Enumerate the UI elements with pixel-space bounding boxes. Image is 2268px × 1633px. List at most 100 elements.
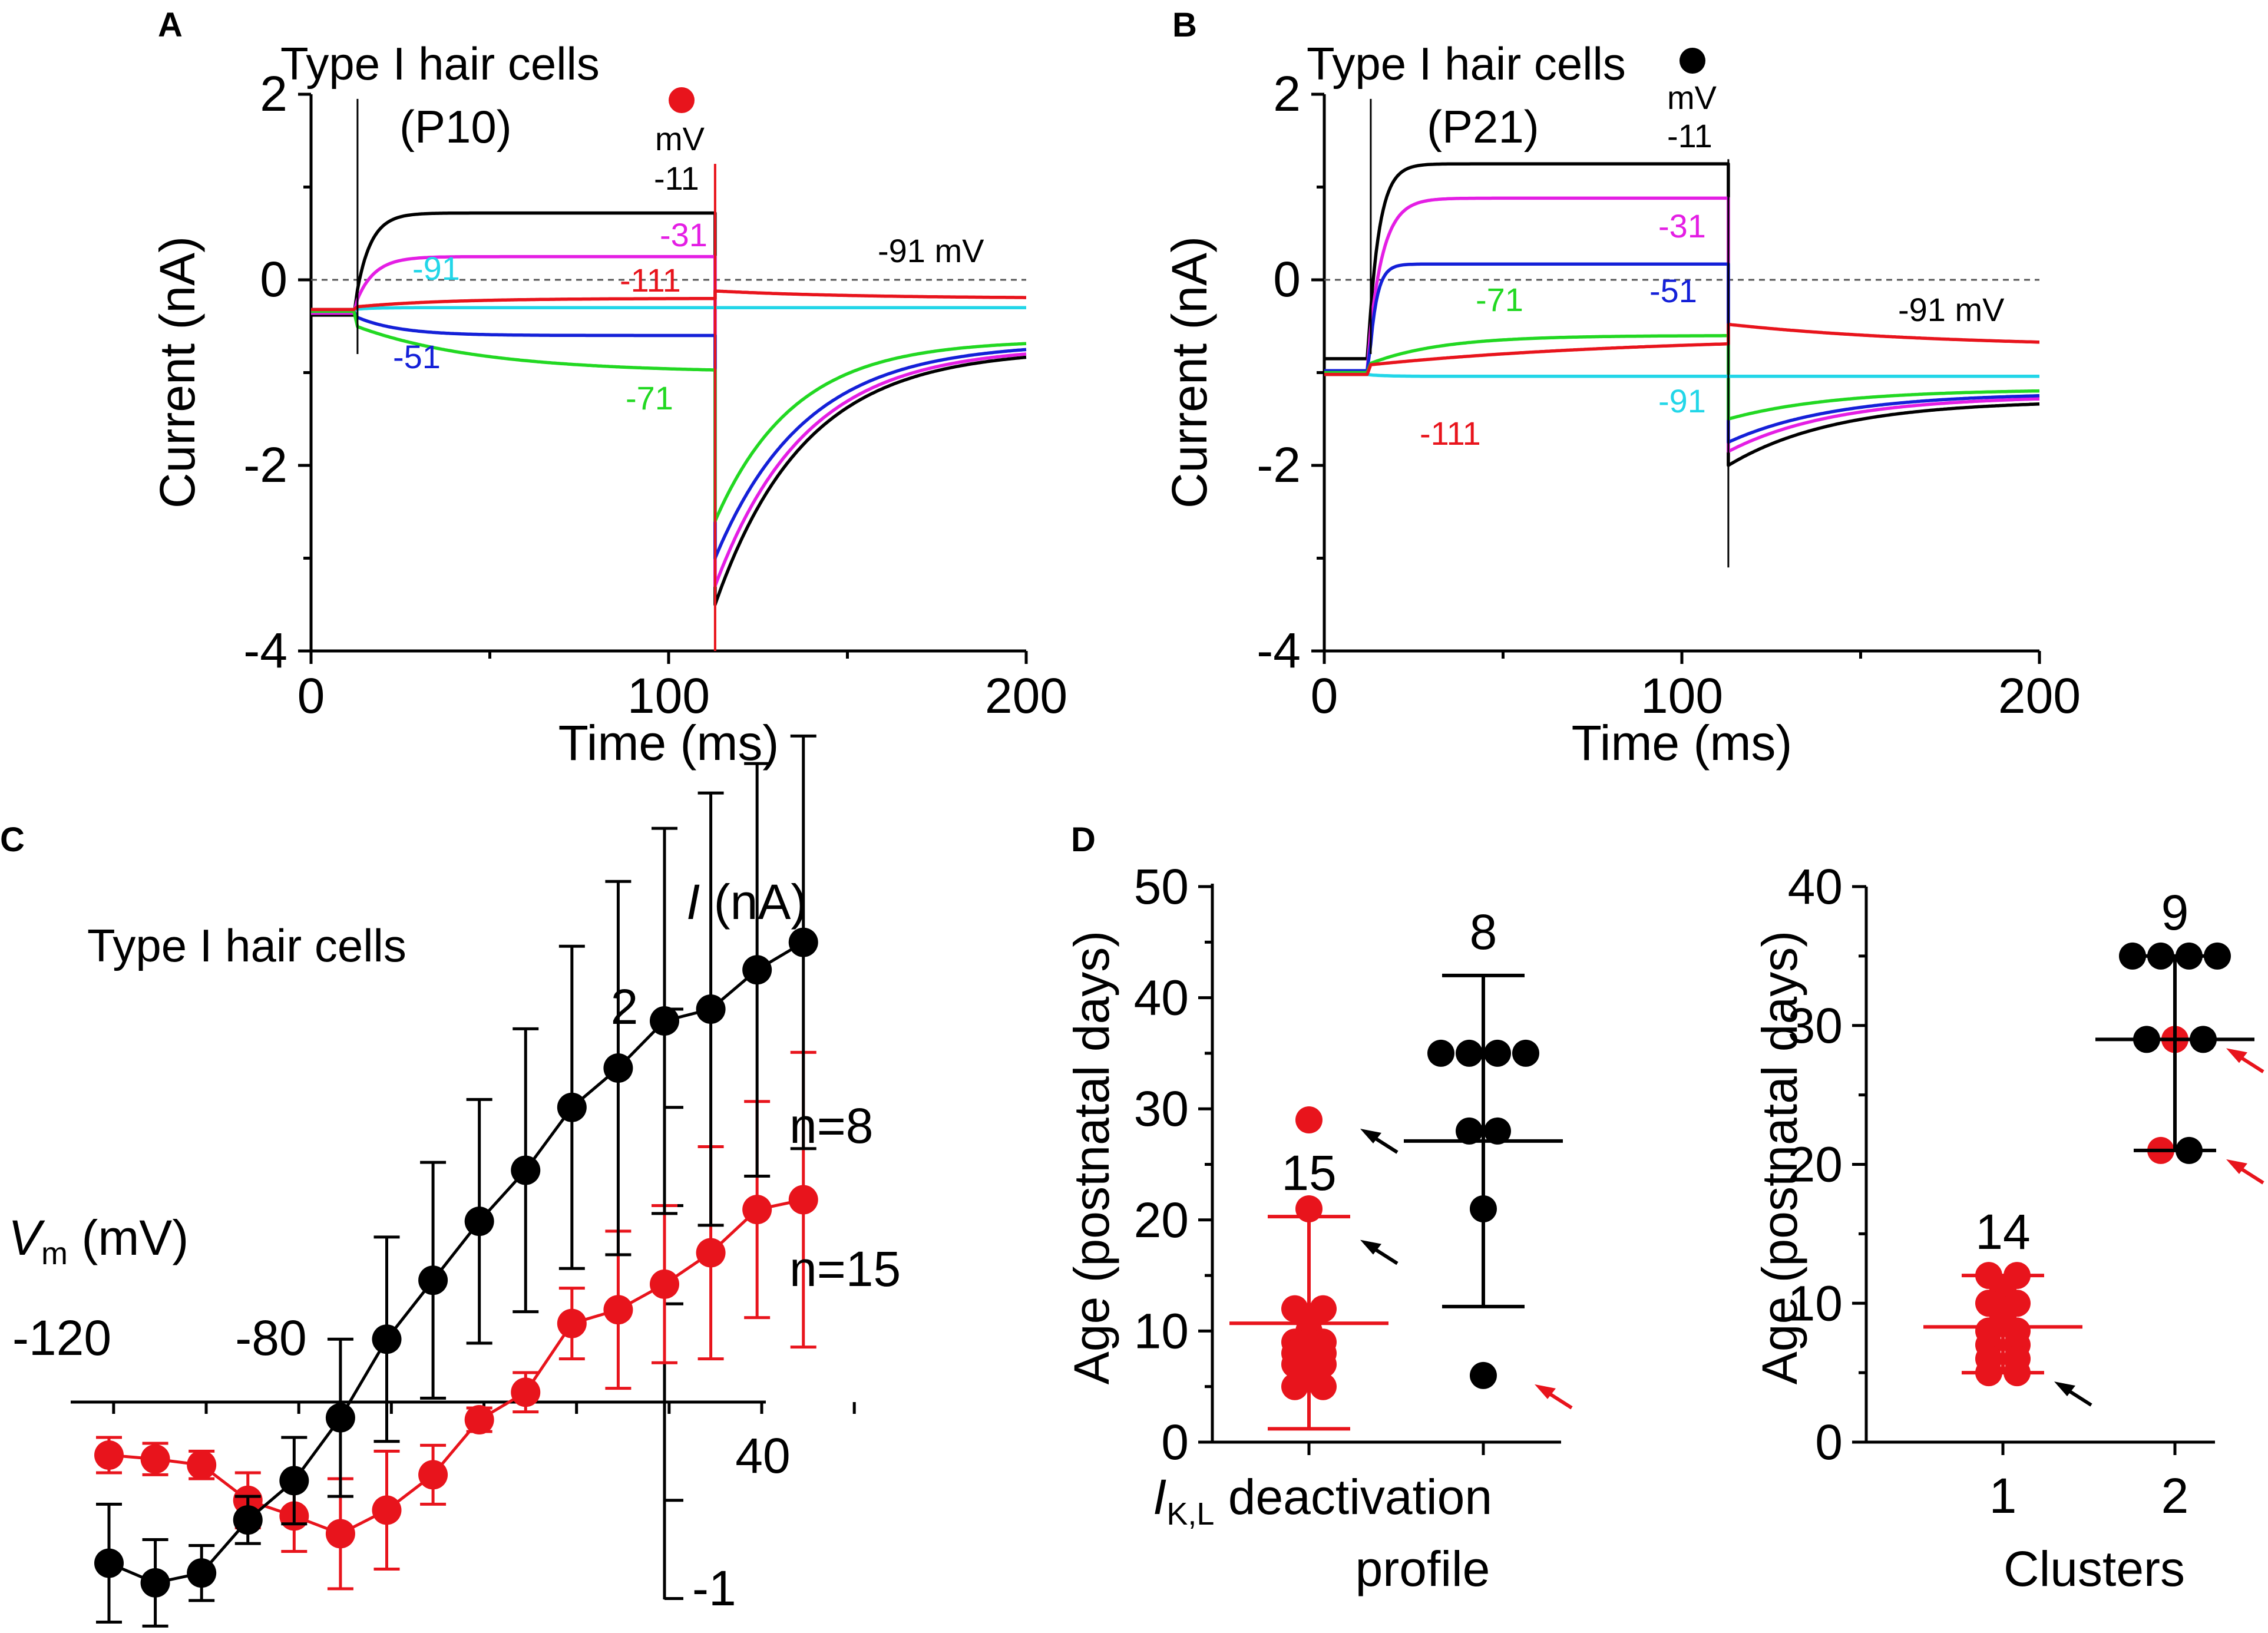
panelDL-y-tick-label: 10	[1134, 1303, 1189, 1358]
panel-a-holding-label: -91 mV	[878, 232, 984, 269]
panel-c-point-1	[325, 1519, 355, 1549]
panelDL-arrowhead-0	[1360, 1129, 1381, 1144]
panelDL-y-tick-label: 30	[1134, 1081, 1189, 1136]
panelA-x-tick-label: 0	[297, 668, 325, 723]
panel-d-right-y-title: Age (postnatal days)	[1752, 931, 1807, 1384]
panelDL-point-0	[1295, 1106, 1323, 1134]
panelDL-point-1	[1456, 1117, 1483, 1145]
panel-c-point-0	[140, 1568, 170, 1598]
panel-c-x-title-symbol: V	[8, 1210, 45, 1265]
panel-c-point-1	[140, 1444, 170, 1474]
panel-b-trace-label-3: -71	[1476, 281, 1523, 318]
panel-c-title: Type I hair cells	[87, 920, 406, 971]
panelDR-arrowhead-1	[2226, 1159, 2247, 1174]
panel-c-point-0	[557, 1092, 587, 1122]
panel-b-title: Type I hair cells	[1307, 38, 1626, 90]
panel-d-left-chart: 0 10 20 30 40 50 15 8 Age (postnatal days) IK,…	[1064, 859, 1573, 1596]
panel-b-holding-label: -91 mV	[1898, 291, 2005, 328]
panel-a-subtitle: (P10)	[399, 101, 512, 153]
panel-b-subtitle: (P21)	[1427, 101, 1539, 153]
panelB-x-tick-label: 200	[1998, 668, 2081, 723]
panelDL-y-tick-label: 40	[1134, 970, 1189, 1026]
panelB-trace-2	[1324, 262, 2040, 444]
panelA-trace-5	[311, 289, 1026, 312]
panel-c-point-0	[696, 994, 726, 1024]
panel-b-x-title: Time (ms)	[1572, 715, 1793, 771]
panelA-y-tick-label: 2	[260, 66, 287, 121]
panelDR-n-label-0: 14	[1975, 1204, 2030, 1260]
panel-a-trace-label-3: -71	[626, 379, 673, 416]
panel-c-x-title-sub: m	[41, 1236, 68, 1271]
panel-c-point-0	[94, 1548, 124, 1578]
panelDL-y-tick-label: 0	[1161, 1414, 1189, 1470]
panel-c-point-1	[603, 1295, 633, 1325]
panel-b-trace-label-1: -31	[1658, 207, 1706, 244]
panel-a-title: Type I hair cells	[280, 38, 600, 90]
panel-d-left-x-title: IK,L deactivation	[1153, 1469, 1492, 1532]
panelA-x-tick-label: 100	[627, 668, 710, 723]
panel-b-y-title: Current (nA)	[1162, 236, 1217, 508]
panelDL-point-1	[1484, 1039, 1511, 1067]
panel-c-point-1	[94, 1440, 124, 1470]
panel-a-chart: 0 100 200 -4 -2 0 2 -11 -31 -91 -111 -51 -71 Type I…	[150, 38, 1067, 771]
panel-c-point-1	[418, 1460, 448, 1490]
panel-c-y-title-symbol: I	[686, 874, 700, 930]
panelB-x-tick-label: 0	[1311, 668, 1338, 723]
panel-c-line-0	[108, 941, 805, 1585]
panelDL-n-label-0: 15	[1281, 1145, 1336, 1201]
panel-d-right-chart: 0 10 20 30 40 1 2 14 9 Age (postnatal days) Clu…	[1752, 859, 2264, 1596]
panel-c-y-title-unit: (nA)	[700, 874, 807, 930]
panelDL-point-0	[1310, 1373, 1337, 1400]
panelDR-y-tick-label: 40	[1788, 859, 1843, 914]
panelB-trace-1	[1324, 196, 2040, 454]
panel-d-left-x-title-symbol: I	[1153, 1469, 1166, 1525]
panel-a-y-title: Current (nA)	[150, 236, 205, 508]
panel-d-left-x-title-rest: deactivation	[1214, 1469, 1492, 1525]
panel-c-series-label-1: n=15	[789, 1241, 901, 1297]
panelA-y-tick-label: 0	[260, 252, 287, 307]
panelDR-x-tick-label: 2	[2161, 1468, 2189, 1523]
panel-a-trace-label-0: -11	[654, 160, 699, 197]
panel-a-trace-label-5: -111	[620, 262, 681, 299]
panelDL-point-1	[1484, 1117, 1511, 1145]
panel-letter-c: C	[0, 821, 25, 859]
panelA-trace-1	[311, 254, 1027, 588]
panelB-y-tick-label: 0	[1273, 252, 1301, 307]
panel-letter-b: B	[1172, 6, 1197, 44]
panel-c-point-0	[650, 1006, 679, 1036]
panel-a-trace-label-2: -51	[393, 338, 441, 375]
panel-b-trace-label-0: -11	[1667, 117, 1712, 154]
panel-c-point-1	[187, 1450, 217, 1480]
panel-d-left-y-title: Age (postnatal days)	[1064, 931, 1119, 1384]
panel-d-left-x-title-sub: K,L	[1166, 1496, 1214, 1532]
panel-c-x-tick-label: 40	[735, 1428, 790, 1483]
panelDL-point-1	[1512, 1039, 1539, 1067]
panel-d-left-x-title-line2: profile	[1355, 1541, 1490, 1596]
panel-c-point-1	[464, 1405, 494, 1435]
panel-letter-d: D	[1071, 821, 1096, 859]
panel-c-point-0	[742, 955, 772, 985]
panelDL-arrowhead-0	[1360, 1239, 1381, 1255]
panelA-x-tick-label: 200	[985, 668, 1067, 723]
panel-c-point-0	[325, 1403, 355, 1433]
panel-a-legend-unit: mV	[655, 120, 705, 157]
panelDR-x-tick-label: 1	[1989, 1468, 2017, 1523]
panelB-y-tick-label: -2	[1257, 437, 1301, 492]
panelDL-y-tick-label: 20	[1134, 1192, 1189, 1248]
panel-c-point-0	[603, 1053, 633, 1083]
panelDL-arrowhead-1	[1535, 1384, 1556, 1399]
panelDR-y-tick-label: 30	[1788, 998, 1843, 1053]
panel-c-point-0	[187, 1558, 217, 1588]
panelDR-arrowhead-0	[2054, 1381, 2075, 1397]
panel-d-right-x-title: Clusters	[2003, 1541, 2185, 1596]
panel-c-line-1	[108, 1198, 804, 1536]
panelB-trace-5	[1324, 322, 2039, 376]
panelB-y-tick-label: 2	[1273, 66, 1301, 121]
panelDR-y-tick-label: 0	[1815, 1414, 1843, 1470]
panelDR-y-tick-label: 10	[1788, 1275, 1843, 1331]
panelB-x-tick-label: 100	[1641, 668, 1723, 723]
panelDL-point-1	[1456, 1039, 1483, 1067]
panel-a-legend-marker	[669, 87, 695, 113]
panelB-y-tick-label: -4	[1257, 623, 1301, 678]
